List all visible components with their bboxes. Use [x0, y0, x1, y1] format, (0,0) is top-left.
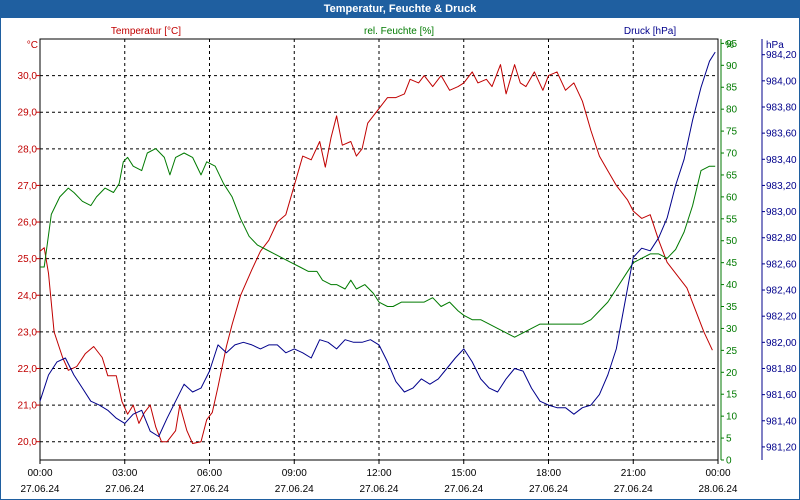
humidity-tick-label: 70 [726, 149, 738, 160]
temp-axis-title: Temperatur [°C] [111, 26, 181, 37]
pressure-tick-label: 983,80 [766, 102, 797, 113]
humidity-axis-ticks: 0 5 10 15 20 25 30 35 40 45 50 55 60 65 70 75 80 85 90 95 [720, 39, 738, 467]
humidity-tick-label: 80 [726, 105, 738, 116]
pressure-tick-label: 983,20 [766, 181, 797, 192]
pressure-tick-label: 982,00 [766, 338, 797, 349]
temp-tick-label: 29,0 [18, 108, 38, 119]
temp-tick-label: 26,0 [18, 218, 38, 229]
pressure-tick-label: 983,60 [766, 129, 797, 140]
x-tick-date: 27.06.24 [614, 484, 653, 495]
x-tick-time: 00:00 [27, 468, 52, 479]
x-tick-date: 27.06.24 [529, 484, 568, 495]
humidity-tick-label: 40 [726, 280, 738, 291]
temp-tick-label: 20,0 [18, 437, 38, 448]
window-title: Temperatur, Feuchte & Druck [1, 1, 799, 18]
x-tick-date: 27.06.24 [275, 484, 314, 495]
series-lines [39, 51, 716, 444]
x-tick-date: 27.06.24 [190, 484, 229, 495]
x-tick-time: 21:00 [621, 468, 646, 479]
humidity-tick-label: 35 [726, 302, 738, 313]
x-tick-time: 09:00 [282, 468, 307, 479]
temp-tick-label: 21,0 [18, 401, 38, 412]
humidity-tick-label: 65 [726, 170, 738, 181]
humidity-tick-label: 15 [726, 390, 738, 401]
pressure-tick-label: 982,60 [766, 259, 797, 270]
pressure-tick-label: 984,20 [766, 50, 797, 61]
temp-tick-label: 22,0 [18, 364, 38, 375]
x-tick-date: 28.06.24 [699, 484, 738, 495]
x-tick-time: 06:00 [197, 468, 222, 479]
temp-unit-label: °C [27, 40, 38, 51]
grid [39, 38, 719, 461]
x-axis-ticks: 00:00 27.06.24 03:00 27.06.24 06:00 27.06.24 0… [21, 460, 738, 495]
humidity-tick-label: 25 [726, 346, 738, 357]
humidity-tick-label: 50 [726, 236, 738, 247]
x-tick-time: 03:00 [112, 468, 137, 479]
x-tick-date: 27.06.24 [105, 484, 144, 495]
pressure-axis-ticks: 981,20 981,40 981,60 981,80 982,00 982,20 982,… [761, 39, 797, 460]
humidity-tick-label: 0 [726, 456, 732, 467]
pressure-tick-label: 981,80 [766, 364, 797, 375]
humidity-unit-label: % [725, 40, 734, 51]
x-tick-date: 27.06.24 [21, 484, 60, 495]
humidity-tick-label: 45 [726, 258, 738, 269]
humidity-tick-label: 30 [726, 324, 738, 335]
humidity-line [40, 148, 716, 338]
humidity-tick-label: 95 [726, 39, 738, 50]
pressure-tick-label: 983,00 [766, 207, 797, 218]
pressure-tick-label: 982,20 [766, 312, 797, 323]
pressure-tick-label: 981,20 [766, 442, 797, 453]
pressure-tick-label: 984,00 [766, 76, 797, 87]
temp-tick-label: 24,0 [18, 291, 38, 302]
x-tick-time: 12:00 [366, 468, 391, 479]
pressure-tick-label: 981,60 [766, 390, 797, 401]
temperature-line [39, 64, 713, 444]
humidity-tick-label: 75 [726, 127, 738, 138]
temp-tick-label: 30,0 [18, 71, 38, 82]
x-tick-date: 27.06.24 [360, 484, 399, 495]
humidity-tick-label: 60 [726, 192, 738, 203]
humidity-tick-label: 55 [726, 214, 738, 225]
x-tick-date: 27.06.24 [444, 484, 483, 495]
x-tick-time: 00:00 [705, 468, 730, 479]
humidity-tick-label: 5 [726, 434, 732, 445]
temp-tick-label: 27,0 [18, 181, 38, 192]
x-tick-time: 18:00 [536, 468, 561, 479]
temp-axis-ticks: 20,0 21,0 22,0 23,0 24,0 25,0 26,0 27,0 28,0 29,0… [18, 71, 40, 448]
pressure-tick-label: 982,80 [766, 233, 797, 244]
pressure-line [39, 51, 716, 437]
pressure-unit-label: hPa [766, 40, 784, 51]
humidity-tick-label: 10 [726, 412, 738, 423]
temp-tick-label: 25,0 [18, 254, 38, 265]
pressure-axis-title: Druck [hPa] [624, 26, 676, 37]
humidity-tick-label: 85 [726, 83, 738, 94]
pressure-tick-label: 982,40 [766, 286, 797, 297]
temp-tick-label: 28,0 [18, 144, 38, 155]
humidity-tick-label: 20 [726, 368, 738, 379]
pressure-tick-label: 981,40 [766, 416, 797, 427]
humidity-axis-title: rel. Feuchte [%] [364, 26, 434, 37]
x-tick-time: 15:00 [451, 468, 476, 479]
humidity-tick-label: 90 [726, 61, 738, 72]
pressure-tick-label: 983,40 [766, 155, 797, 166]
temp-tick-label: 23,0 [18, 327, 38, 338]
